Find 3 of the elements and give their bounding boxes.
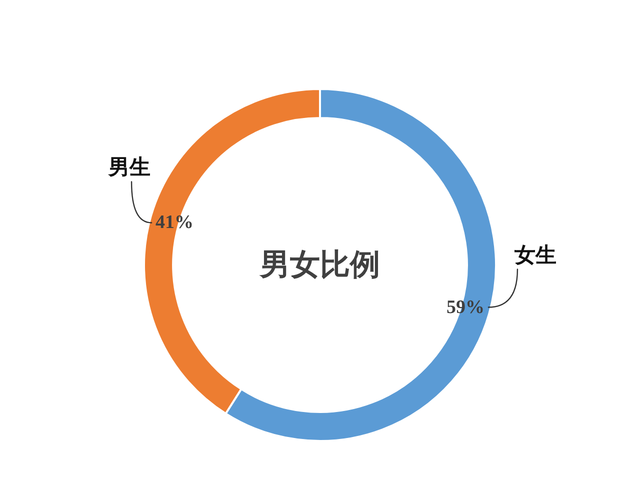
text: 男女比例	[259, 248, 380, 282]
slice-label: 男生	[108, 156, 151, 180]
slice-label: 女生	[513, 244, 556, 267]
